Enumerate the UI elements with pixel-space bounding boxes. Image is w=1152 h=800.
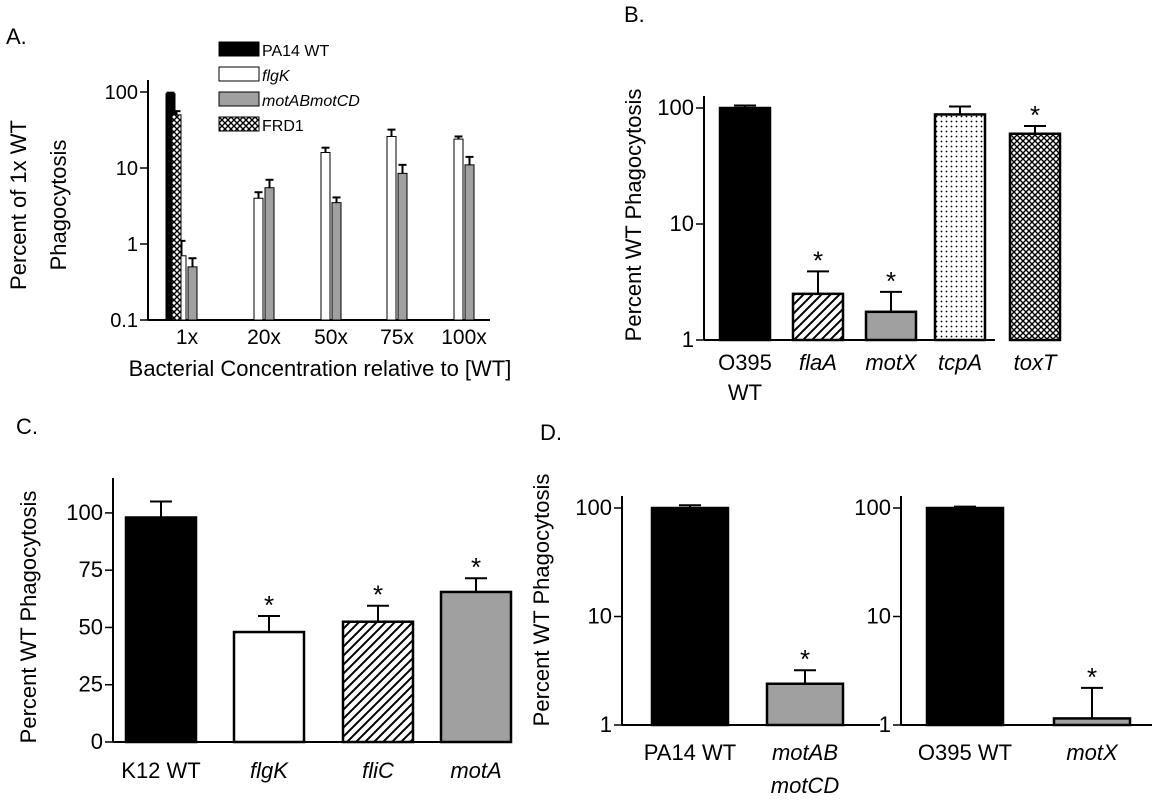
bar bbox=[439, 590, 513, 744]
y-tick-label: 1 bbox=[600, 712, 612, 737]
significance-star: * bbox=[264, 590, 274, 620]
x-axis-label: Bacterial Concentration relative to [WT] bbox=[129, 356, 512, 381]
bar bbox=[320, 151, 331, 321]
significance-star: * bbox=[471, 552, 481, 582]
bar bbox=[264, 187, 275, 321]
y-tick-label: 10 bbox=[670, 211, 694, 236]
panel-c-chart: C. Percent WT Phagocytosis 0 25 50 75 100 K12 W… bbox=[16, 414, 513, 783]
significance-star: * bbox=[813, 245, 823, 275]
bar bbox=[791, 292, 845, 342]
panel-d-left-chart: D. Percent WT Phagocytosis 1 10 100 PA14 WT * m… bbox=[529, 420, 880, 798]
x-tick-label: motCD bbox=[771, 773, 840, 798]
x-tick-label: PA14 WT bbox=[644, 740, 737, 765]
y-tick-label: 0.1 bbox=[110, 310, 138, 332]
y-tick-label: 100 bbox=[66, 500, 103, 525]
y-tick-label: 10 bbox=[116, 158, 138, 180]
legend-label: flgK bbox=[262, 68, 291, 85]
y-tick-label: 100 bbox=[105, 82, 138, 104]
y-axis-label: Percent WT Phagocytosis bbox=[16, 491, 41, 744]
x-tick-label: motAB bbox=[772, 740, 838, 765]
significance-star: * bbox=[1030, 100, 1040, 130]
panel-label: B. bbox=[624, 2, 645, 27]
y-axis-label: Percent WT Phagocytosis bbox=[621, 89, 646, 342]
bar bbox=[386, 135, 397, 321]
significance-star: * bbox=[886, 266, 896, 296]
bar bbox=[1008, 132, 1062, 342]
panel-label: C. bbox=[16, 414, 38, 439]
bar bbox=[650, 506, 730, 727]
x-tick-label: 20x bbox=[247, 326, 281, 349]
bar bbox=[864, 310, 918, 342]
x-tick-label: O395 WT bbox=[918, 740, 1012, 765]
x-tick-label: flaA bbox=[799, 350, 837, 375]
x-tick-label: 1x bbox=[176, 326, 199, 349]
legend-swatch bbox=[218, 66, 260, 82]
x-tick-label: 75x bbox=[380, 326, 414, 349]
legend-label: FRD1 bbox=[262, 118, 304, 135]
bar bbox=[187, 266, 198, 321]
y-tick-label: 1 bbox=[879, 712, 891, 737]
bar bbox=[1052, 717, 1132, 727]
x-tick-label: 100x bbox=[441, 326, 487, 349]
x-tick-label: toxT bbox=[1014, 350, 1058, 375]
bar bbox=[925, 506, 1005, 727]
y-tick-label: 25 bbox=[79, 672, 103, 697]
bar bbox=[464, 164, 475, 321]
y-tick-label: 1 bbox=[682, 327, 694, 352]
significance-star: * bbox=[800, 644, 810, 674]
bar bbox=[331, 202, 342, 321]
x-tick-label: O395 bbox=[718, 350, 772, 375]
panel-a-chart: A. Percent of 1x WT Phagocytosis 0.1 1 10 100 1… bbox=[6, 24, 511, 381]
x-tick-label: motX bbox=[865, 350, 918, 375]
y-tick-label: 100 bbox=[575, 495, 612, 520]
legend-swatch bbox=[218, 91, 260, 107]
bar bbox=[718, 106, 772, 342]
bar bbox=[453, 138, 464, 321]
bar bbox=[232, 630, 306, 744]
panel-b-chart: B. Percent WT Phagocytosis 1 10 100 O395 WT * fl… bbox=[621, 2, 1062, 405]
panel-label: D. bbox=[540, 420, 562, 445]
x-tick-label: WT bbox=[728, 380, 762, 405]
y-tick-label: 10 bbox=[588, 604, 612, 629]
legend-label: motABmotCD bbox=[262, 93, 360, 110]
legend-swatch bbox=[218, 116, 260, 132]
y-tick-label: 100 bbox=[854, 495, 891, 520]
y-axis-label: Percent WT Phagocytosis bbox=[529, 474, 554, 727]
x-tick-label: K12 WT bbox=[121, 758, 200, 783]
panel-label: A. bbox=[6, 24, 27, 49]
bar bbox=[933, 113, 987, 342]
bar bbox=[171, 114, 182, 321]
y-tick-label: 0 bbox=[91, 729, 103, 754]
y-tick-label: 100 bbox=[657, 95, 694, 120]
x-tick-label: motA bbox=[450, 758, 501, 783]
y-axis-label: Percent of 1x WT bbox=[6, 120, 31, 290]
y-tick-label: 50 bbox=[79, 614, 103, 639]
legend-swatch bbox=[218, 41, 260, 57]
significance-star: * bbox=[1087, 662, 1097, 692]
x-tick-label: 50x bbox=[314, 326, 348, 349]
legend-label: PA14 WT bbox=[262, 43, 330, 60]
bar bbox=[124, 516, 198, 744]
x-tick-label: fliC bbox=[362, 758, 394, 783]
bar bbox=[253, 197, 264, 321]
bar bbox=[397, 172, 408, 321]
x-tick-label: flgK bbox=[250, 758, 289, 783]
y-tick-label: 1 bbox=[127, 234, 138, 256]
bar bbox=[765, 682, 845, 727]
x-tick-label: tcpA bbox=[938, 350, 982, 375]
y-tick-label: 75 bbox=[79, 557, 103, 582]
y-axis-label: Phagocytosis bbox=[46, 140, 71, 271]
y-tick-label: 10 bbox=[867, 604, 891, 629]
panel-d-right-chart: 1 10 100 O395 WT * motX bbox=[854, 495, 1152, 765]
x-tick-label: motX bbox=[1066, 740, 1119, 765]
bar bbox=[341, 620, 415, 744]
significance-star: * bbox=[373, 580, 383, 610]
